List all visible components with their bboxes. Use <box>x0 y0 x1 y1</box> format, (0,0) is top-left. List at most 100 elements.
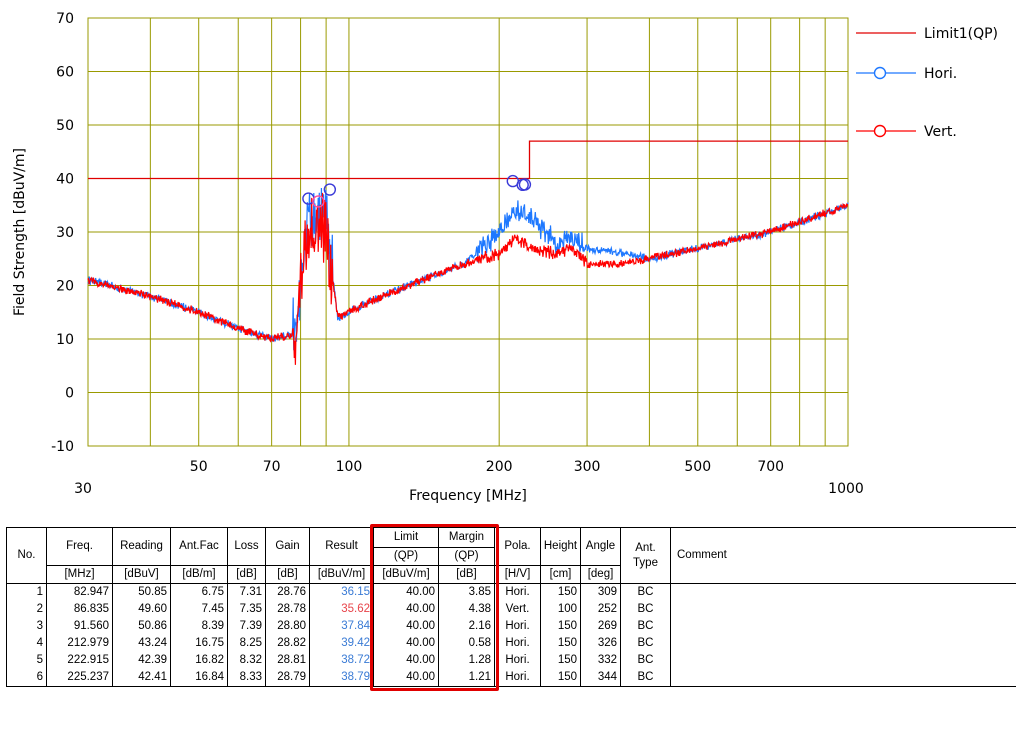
cell-angle: 269 <box>580 618 621 635</box>
x-tick-label: 700 <box>757 459 784 475</box>
table-row: 3 91.560 50.86 8.39 7.39 28.80 37.84 40.00 2.16 H… <box>6 618 1016 635</box>
cell-result: 39.42 <box>309 635 374 652</box>
legend: Limit1(QP) Hori. Vert. <box>856 26 998 140</box>
unit-result: [dBuV/m] <box>309 565 374 584</box>
cell-loss: 8.33 <box>227 669 266 687</box>
cell-comment <box>670 618 1016 635</box>
cell-margin: 1.21 <box>438 669 495 687</box>
cell-height: 150 <box>540 635 581 652</box>
cell-antfac: 6.75 <box>170 583 228 601</box>
cell-gain: 28.80 <box>265 618 310 635</box>
cell-limit: 40.00 <box>373 583 439 601</box>
cell-result: 38.72 <box>309 652 374 669</box>
cell-pola: Hori. <box>494 583 541 601</box>
cell-no: 5 <box>6 652 47 669</box>
cell-angle: 326 <box>580 635 621 652</box>
unit-pola: [H/V] <box>494 565 541 584</box>
cell-freq: 222.915 <box>46 652 113 669</box>
cell-reading: 50.86 <box>112 618 171 635</box>
unit-loss: [dB] <box>227 565 266 584</box>
x-tick-label: 50 <box>190 459 208 475</box>
y-tick-label: 30 <box>56 225 74 241</box>
cell-antfac: 8.39 <box>170 618 228 635</box>
x-tick-label: 70 <box>263 459 281 475</box>
col-antfac-header: Ant.Fac <box>170 527 228 566</box>
col-margin-header: Margin <box>438 527 495 548</box>
cell-pola: Hori. <box>494 669 541 687</box>
y-axis-title: Field Strength [dBuV/m] <box>12 148 28 316</box>
cell-result: 35.62 <box>309 601 374 618</box>
table-row: 5 222.915 42.39 16.82 8.32 28.81 38.72 40.00 1.2… <box>6 652 1016 669</box>
cell-pola: Hori. <box>494 635 541 652</box>
cell-height: 150 <box>540 669 581 687</box>
cell-comment <box>670 652 1016 669</box>
cell-comment <box>670 583 1016 601</box>
cell-result: 37.84 <box>309 618 374 635</box>
peak-marker <box>518 178 532 191</box>
y-tick-label: -10 <box>51 439 74 455</box>
cell-loss: 7.39 <box>227 618 266 635</box>
x-tick-label: 30 <box>74 481 92 497</box>
cell-loss: 7.31 <box>227 583 266 601</box>
cell-result: 36.15 <box>309 583 374 601</box>
cell-reading: 42.39 <box>112 652 171 669</box>
col-comment-header: Comment <box>670 527 1016 584</box>
cell-loss: 8.32 <box>227 652 266 669</box>
y-tick-label: 60 <box>56 65 74 81</box>
cell-freq: 225.237 <box>46 669 113 687</box>
unit-height: [cm] <box>540 565 581 584</box>
cell-margin: 1.28 <box>438 652 495 669</box>
peak-marker <box>323 183 337 196</box>
cell-no: 6 <box>6 669 47 687</box>
col-height-header: Height <box>540 527 581 566</box>
y-tick-label: 70 <box>56 11 74 27</box>
results-table-container: No. Freq. Reading Ant.Fac Loss Gain Resu… <box>6 527 1016 687</box>
cell-freq: 86.835 <box>46 601 113 618</box>
col-limit-header: Limit <box>373 527 439 548</box>
y-tick-label: 20 <box>56 279 74 295</box>
cell-antfac: 16.82 <box>170 652 228 669</box>
cell-gain: 28.82 <box>265 635 310 652</box>
cell-comment <box>670 601 1016 618</box>
cell-no: 2 <box>6 601 47 618</box>
cell-freq: 212.979 <box>46 635 113 652</box>
cell-anttype: BC <box>620 635 671 652</box>
x-tick-label: 200 <box>486 459 513 475</box>
cell-angle: 309 <box>580 583 621 601</box>
cell-gain: 28.76 <box>265 583 310 601</box>
cell-height: 150 <box>540 618 581 635</box>
table-row: 4 212.979 43.24 16.75 8.25 28.82 39.42 40.00 0.5… <box>6 635 1016 652</box>
cell-no: 3 <box>6 618 47 635</box>
unit-reading: [dBuV] <box>112 565 171 584</box>
cell-limit: 40.00 <box>373 618 439 635</box>
cell-no: 4 <box>6 635 47 652</box>
peak-marker <box>312 195 325 208</box>
cell-comment <box>670 669 1016 687</box>
y-tick-label: 0 <box>65 386 74 402</box>
cell-angle: 332 <box>580 652 621 669</box>
cell-gain: 28.79 <box>265 669 310 687</box>
cell-margin: 4.38 <box>438 601 495 618</box>
y-tick-label: 10 <box>56 332 74 348</box>
cell-limit: 40.00 <box>373 669 439 687</box>
col-pola-header: Pola. <box>494 527 541 566</box>
col-limit-sub-header: (QP) <box>373 547 439 566</box>
cell-anttype: BC <box>620 652 671 669</box>
cell-freq: 82.947 <box>46 583 113 601</box>
cell-height: 100 <box>540 601 581 618</box>
cell-limit: 40.00 <box>373 635 439 652</box>
cell-pola: Vert. <box>494 601 541 618</box>
cell-pola: Hori. <box>494 618 541 635</box>
cell-anttype: BC <box>620 618 671 635</box>
legend-label: Limit1(QP) <box>924 26 998 42</box>
cell-comment <box>670 635 1016 652</box>
cell-reading: 42.41 <box>112 669 171 687</box>
x-axis-title: Frequency [MHz] <box>409 488 527 504</box>
series-vert--line <box>87 192 849 365</box>
x-tick-label: 300 <box>574 459 601 475</box>
x-tick-label: 1000 <box>828 481 864 497</box>
cell-height: 150 <box>540 583 581 601</box>
col-margin-sub-header: (QP) <box>438 547 495 566</box>
cell-result: 38.79 <box>309 669 374 687</box>
cell-angle: 252 <box>580 601 621 618</box>
